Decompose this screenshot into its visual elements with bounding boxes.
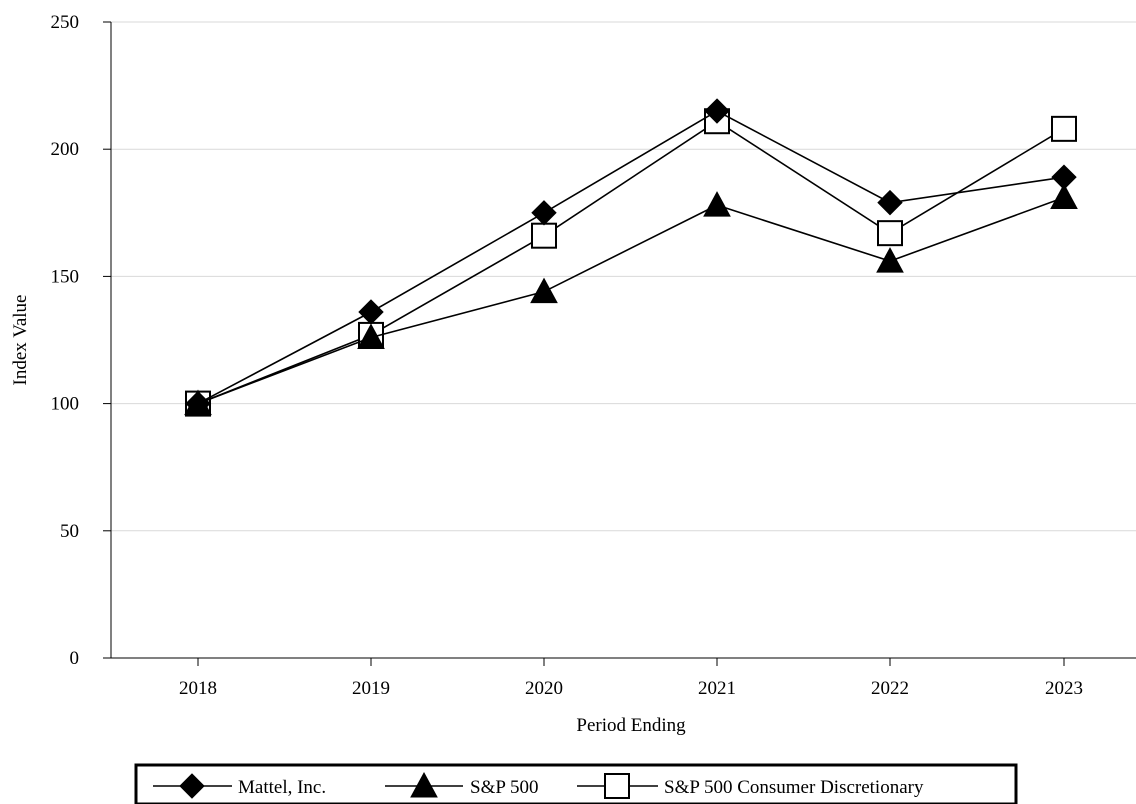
data-point-marker — [530, 277, 558, 304]
legend-marker — [410, 771, 438, 798]
data-point-marker — [877, 220, 903, 247]
series-group — [184, 98, 1078, 417]
y-tick-label: 100 — [51, 394, 80, 415]
data-point-marker — [877, 189, 903, 216]
x-axis-ticks: 2018 2019 2020 2021 2022 2023 — [179, 658, 1083, 699]
legend-label: S&P 500 Consumer Discretionary — [664, 777, 924, 798]
legend-label: Mattel, Inc. — [238, 777, 326, 798]
legend-item: S&P 500 Consumer Discretionary — [577, 773, 924, 799]
data-point-marker — [357, 323, 385, 349]
legend-item: S&P 500 — [385, 771, 538, 798]
axes — [110, 22, 1136, 659]
data-point-marker — [358, 299, 384, 325]
x-axis-title: Period Ending — [576, 715, 686, 736]
x-tick-label: 2022 — [871, 678, 909, 699]
y-tick-label: 200 — [51, 139, 80, 160]
data-point-marker — [703, 191, 731, 217]
x-tick-label: 2023 — [1045, 678, 1083, 699]
series-line — [197, 110, 1065, 405]
data-point-marker — [531, 200, 557, 226]
series-0 — [185, 98, 1077, 417]
gridlines — [111, 21, 1136, 532]
legend-box — [134, 763, 1018, 804]
legend-marker — [604, 773, 630, 799]
data-point-marker — [704, 98, 730, 124]
data-point-marker — [1051, 115, 1077, 142]
legend-marker — [179, 773, 205, 799]
series-line — [197, 120, 1065, 405]
legend-label: S&P 500 — [470, 777, 538, 798]
data-point-marker — [1050, 183, 1078, 210]
x-tick-label: 2018 — [179, 678, 217, 699]
x-tick-label: 2019 — [352, 678, 390, 699]
data-point-marker — [1051, 164, 1077, 190]
legend: Mattel, Inc. S&P 500 S&P 500 Consumer Disc… — [134, 763, 1018, 804]
y-tick-label: 50 — [60, 521, 79, 542]
x-tick-label: 2020 — [525, 678, 563, 699]
series-1 — [184, 183, 1078, 416]
series-line — [197, 196, 1065, 405]
data-point-marker — [876, 247, 904, 273]
data-point-marker — [185, 390, 211, 417]
y-tick-label: 150 — [51, 266, 80, 287]
y-axis-title: Index Value — [10, 295, 31, 386]
x-tick-label: 2021 — [698, 678, 736, 699]
y-tick-label: 0 — [70, 648, 80, 669]
legend-item: Mattel, Inc. — [153, 773, 326, 799]
y-axis-ticks: 0 50 100 150 200 250 — [51, 12, 111, 669]
data-point-marker — [531, 222, 557, 249]
series-2 — [185, 108, 1077, 417]
y-tick-label: 250 — [51, 12, 80, 33]
